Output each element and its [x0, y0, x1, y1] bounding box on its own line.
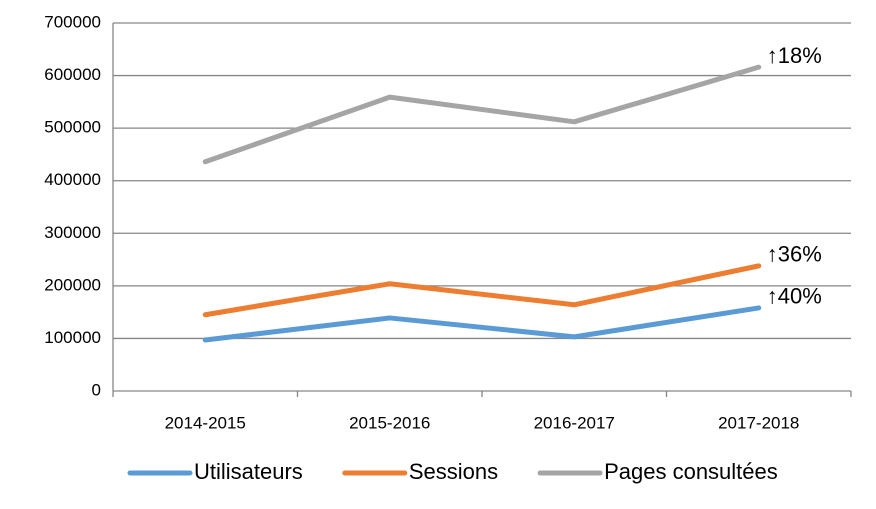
series-line [202, 263, 762, 318]
y-tick-label: 600000 [44, 65, 101, 84]
y-tick-label: 0 [92, 380, 101, 399]
y-tick-label: 100000 [44, 328, 101, 347]
y-tick-label: 400000 [44, 170, 101, 189]
x-tick-label: 2017-2018 [718, 413, 799, 432]
y-tick-label: 700000 [44, 12, 101, 31]
annotation: ↑40% [767, 284, 822, 309]
annotation: ↑36% [767, 242, 822, 267]
series-line [202, 64, 762, 165]
y-tick-label: 500000 [44, 118, 101, 137]
legend-label: Utilisateurs [194, 459, 303, 484]
x-tick-label: 2014-2015 [165, 413, 246, 432]
y-tick-label: 200000 [44, 275, 101, 294]
legend-label: Pages consultées [604, 459, 778, 484]
series-line [202, 305, 762, 343]
x-tick-label: 2016-2017 [534, 413, 615, 432]
y-tick-label: 300000 [44, 223, 101, 242]
legend-label: Sessions [409, 459, 498, 484]
annotation: ↑18% [767, 43, 822, 68]
x-tick-label: 2015-2016 [349, 413, 430, 432]
